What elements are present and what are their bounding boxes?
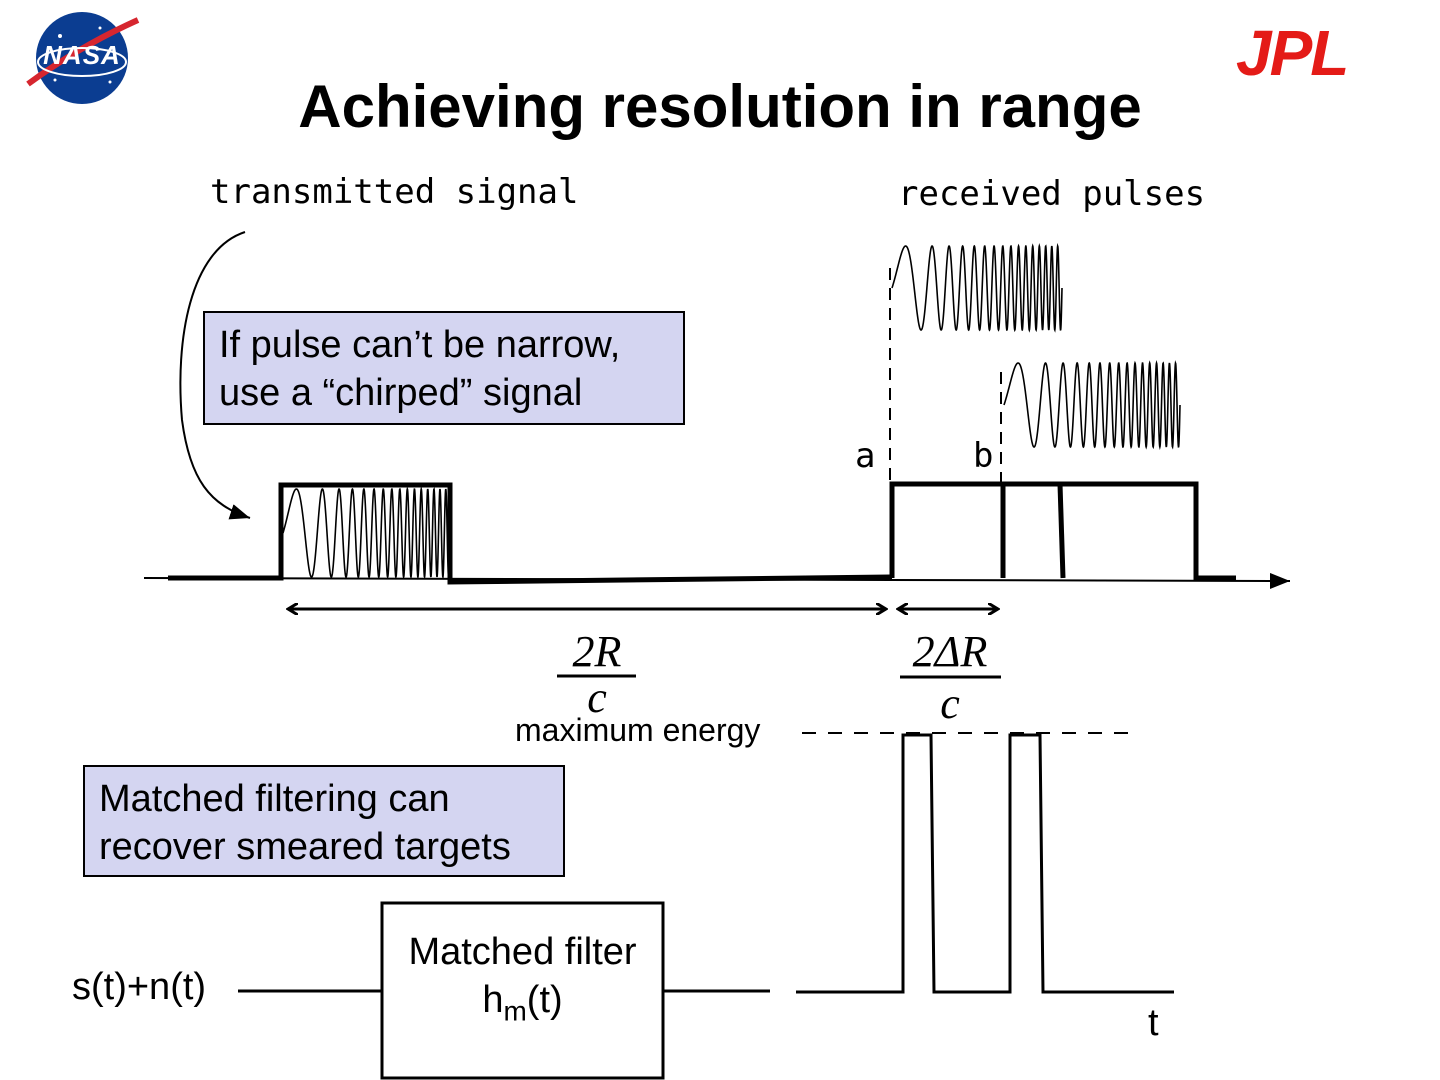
received-pulses-label: received pulses <box>898 174 1206 214</box>
received-pulse-a <box>889 481 1236 581</box>
nasa-logo: NASA <box>20 6 142 106</box>
received-chirp-b <box>1003 360 1181 451</box>
matched-callout-box: Matched filtering can recover smeared ta… <box>83 765 565 877</box>
chirp-callout-box: If pulse can’t be narrow, use a “chirped… <box>203 311 685 425</box>
compressed-output <box>796 733 1174 994</box>
resolution-fraction-numerator: 2ΔR <box>912 627 988 676</box>
marker-b-label: b <box>973 436 994 476</box>
time-label: t <box>1148 1002 1159 1044</box>
chirp-callout-line2: use a “chirped” signal <box>219 372 583 414</box>
input-signal-label: s(t)+n(t) <box>72 966 207 1008</box>
nasa-logo-graphic <box>26 12 140 104</box>
jpl-logo: JPL <box>1236 17 1349 89</box>
slide-title: Achieving resolution in range <box>298 73 1142 140</box>
transmitted-signal-label: transmitted signal <box>210 172 579 212</box>
matched-callout-line2: recover smeared targets <box>99 826 511 868</box>
max-energy-label: maximum energy <box>515 712 761 748</box>
received-chirp-a <box>891 242 1063 333</box>
matched-callout-line1: Matched filtering can <box>99 778 450 820</box>
matched-filter-label: Matched filter hm(t) <box>382 928 663 1036</box>
callout-curve <box>179 231 251 520</box>
transmitted-pulse <box>168 482 893 585</box>
resolution-fraction-denominator: c <box>940 679 960 728</box>
matched-filter-response: hm(t) <box>482 979 563 1027</box>
range-fraction-numerator: 2R <box>572 627 622 676</box>
marker-a-label: a <box>855 436 876 476</box>
matched-filter-title: Matched filter <box>408 931 637 973</box>
range-fraction-denominator: c <box>587 673 607 722</box>
transmitted-chirp <box>282 485 451 580</box>
received-pulse-a-end <box>1057 483 1066 579</box>
nasa-logo-text: NASA <box>43 40 121 70</box>
chirp-callout-line1: If pulse can’t be narrow, <box>219 324 621 366</box>
